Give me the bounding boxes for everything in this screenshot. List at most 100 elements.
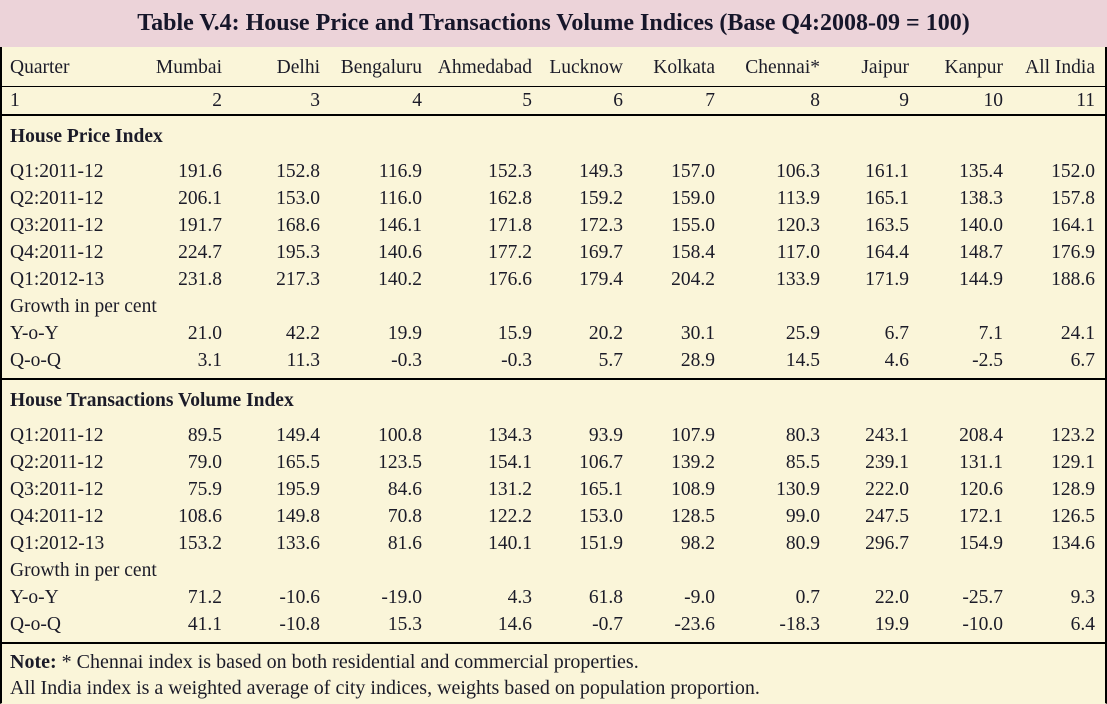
note-text-1: * Chennai index is based on both residen… bbox=[56, 651, 639, 673]
value-kolkata: 98.2 bbox=[680, 533, 715, 554]
value-jaipur: 22.0 bbox=[874, 587, 909, 608]
value-bengaluru: 19.9 bbox=[387, 323, 422, 344]
value-delhi: -10.8 bbox=[222, 611, 320, 644]
value-ahmedabad: 152.3 bbox=[488, 161, 532, 182]
value-jaipur: 296.7 bbox=[865, 533, 909, 554]
row-label: Q-o-Q bbox=[2, 347, 127, 380]
value-mumbai: 21.0 bbox=[187, 323, 222, 344]
value-ahmedabad: 176.6 bbox=[488, 269, 532, 290]
value-kolkata: 30.1 bbox=[680, 323, 715, 344]
row-label: Q1:2011-12 bbox=[10, 425, 104, 446]
row-label: Q2:2011-12 bbox=[10, 452, 104, 473]
section-heading-house-price-index: House Price Index bbox=[10, 126, 163, 147]
value-delhi: 195.3 bbox=[276, 242, 320, 263]
growth-heading-row: Growth in per cent bbox=[2, 293, 1107, 320]
column-number-9: 9 bbox=[820, 86, 909, 116]
column-header-kolkata: Kolkata bbox=[623, 47, 715, 87]
value-chennai: 120.3 bbox=[776, 215, 820, 236]
value-kolkata: 157.0 bbox=[671, 161, 715, 182]
value-delhi: 168.6 bbox=[276, 215, 320, 236]
value-ahmedabad: 15.9 bbox=[497, 323, 532, 344]
value-jaipur: 222.0 bbox=[865, 479, 909, 500]
value-kolkata: 158.4 bbox=[671, 242, 715, 263]
value-all-india: 24.1 bbox=[1060, 323, 1095, 344]
value-chennai: 99.0 bbox=[785, 506, 820, 527]
row-label: Y-o-Y bbox=[10, 587, 59, 608]
value-bengaluru: -19.0 bbox=[381, 587, 422, 608]
value-kanpur: 154.9 bbox=[959, 533, 1003, 554]
value-delhi: 133.6 bbox=[276, 533, 320, 554]
row-label: Q1:2011-12 bbox=[10, 161, 104, 182]
value-chennai: 0.7 bbox=[795, 587, 820, 608]
value-delhi: 165.5 bbox=[276, 452, 320, 473]
column-number-4: 4 bbox=[320, 86, 422, 116]
column-number-8: 8 bbox=[715, 86, 820, 116]
value-kanpur: 148.7 bbox=[959, 242, 1003, 263]
value-kolkata: 204.2 bbox=[671, 269, 715, 290]
value-mumbai: 89.5 bbox=[187, 425, 222, 446]
note-line-2: All India index is a weighted average of… bbox=[10, 677, 760, 699]
value-bengaluru: 140.6 bbox=[378, 242, 422, 263]
value-kanpur: -10.0 bbox=[909, 611, 1003, 644]
note-line-1: Note: * Chennai index is based on both r… bbox=[10, 649, 1097, 675]
value-chennai: 80.3 bbox=[785, 425, 820, 446]
value-all-india: 123.2 bbox=[1051, 425, 1095, 446]
value-mumbai: 41.1 bbox=[127, 611, 222, 644]
column-header-mumbai: Mumbai bbox=[127, 47, 222, 87]
column-header-jaipur: Jaipur bbox=[820, 47, 909, 87]
value-jaipur: 171.9 bbox=[865, 269, 909, 290]
value-delhi: 195.9 bbox=[276, 479, 320, 500]
value-bengaluru: 140.2 bbox=[378, 269, 422, 290]
row-label: Y-o-Y bbox=[10, 323, 59, 344]
value-kanpur: 131.1 bbox=[959, 452, 1003, 473]
growth-heading-row: Growth in per cent bbox=[2, 557, 1107, 584]
column-number-5: 5 bbox=[422, 86, 532, 116]
value-jaipur: 4.6 bbox=[820, 347, 909, 380]
value-kanpur: 135.4 bbox=[959, 161, 1003, 182]
value-chennai: 25.9 bbox=[785, 323, 820, 344]
value-delhi: 11.3 bbox=[222, 347, 320, 380]
value-ahmedabad: 162.8 bbox=[488, 188, 532, 209]
value-ahmedabad: 171.8 bbox=[488, 215, 532, 236]
value-chennai: 85.5 bbox=[785, 452, 820, 473]
growth-heading: Growth in per cent bbox=[10, 560, 157, 581]
column-header-row: Quarter Mumbai Delhi Bengaluru Ahmedabad Luck… bbox=[2, 47, 1107, 87]
value-all-india: 129.1 bbox=[1051, 452, 1095, 473]
row-label: Q1:2012-13 bbox=[10, 269, 105, 290]
data-row-q1-2012-13: Q1:2012-13 231.8 217.3 140.2 176.6 179.4 204.2… bbox=[2, 266, 1107, 293]
value-all-india: 164.1 bbox=[1051, 215, 1095, 236]
value-ahmedabad: -0.3 bbox=[422, 347, 532, 380]
value-lucknow: 106.7 bbox=[579, 452, 623, 473]
value-kanpur: 7.1 bbox=[978, 323, 1003, 344]
row-label: Q4:2011-12 bbox=[10, 506, 104, 527]
row-label: Q3:2011-12 bbox=[10, 215, 104, 236]
value-bengaluru: -0.3 bbox=[320, 347, 422, 380]
value-delhi: 152.8 bbox=[276, 161, 320, 182]
row-label: Q2:2011-12 bbox=[10, 188, 104, 209]
growth-row-q-o-q: Q-o-Q 41.1 -10.8 15.3 14.6 -0.7 -23.6 -18.3 19.9… bbox=[2, 611, 1107, 644]
value-kanpur: 172.1 bbox=[959, 506, 1003, 527]
value-all-india: 126.5 bbox=[1051, 506, 1095, 527]
value-jaipur: 163.5 bbox=[865, 215, 909, 236]
value-kanpur: 120.6 bbox=[959, 479, 1003, 500]
column-header-chennai: Chennai* bbox=[715, 47, 820, 87]
column-header-delhi: Delhi bbox=[222, 47, 320, 87]
value-kanpur: 208.4 bbox=[959, 425, 1003, 446]
table-title: Table V.4: House Price and Transactions … bbox=[0, 0, 1107, 47]
column-header-lucknow: Lucknow bbox=[532, 47, 623, 87]
value-lucknow: 153.0 bbox=[579, 506, 623, 527]
value-jaipur: 165.1 bbox=[865, 188, 909, 209]
data-row-q1-2012-13: Q1:2012-13 153.2 133.6 81.6 140.1 151.9 98.2 80… bbox=[2, 530, 1107, 557]
value-mumbai: 224.7 bbox=[178, 242, 222, 263]
column-number-2: 2 bbox=[127, 86, 222, 116]
value-kolkata: 155.0 bbox=[671, 215, 715, 236]
data-row-q4-2011-12: Q4:2011-12 108.6 149.8 70.8 122.2 153.0 128.5 9… bbox=[2, 503, 1107, 530]
section-heading-row: House Transactions Volume Index bbox=[2, 379, 1107, 422]
value-kolkata: 139.2 bbox=[671, 452, 715, 473]
data-row-q3-2011-12: Q3:2011-12 191.7 168.6 146.1 171.8 172.3 155.0… bbox=[2, 212, 1107, 239]
value-lucknow: 149.3 bbox=[579, 161, 623, 182]
value-kanpur: -2.5 bbox=[909, 347, 1003, 380]
value-lucknow: 179.4 bbox=[579, 269, 623, 290]
growth-row-y-o-y: Y-o-Y 21.0 42.2 19.9 15.9 20.2 30.1 25.9 6.7 7.1 2… bbox=[2, 320, 1107, 347]
